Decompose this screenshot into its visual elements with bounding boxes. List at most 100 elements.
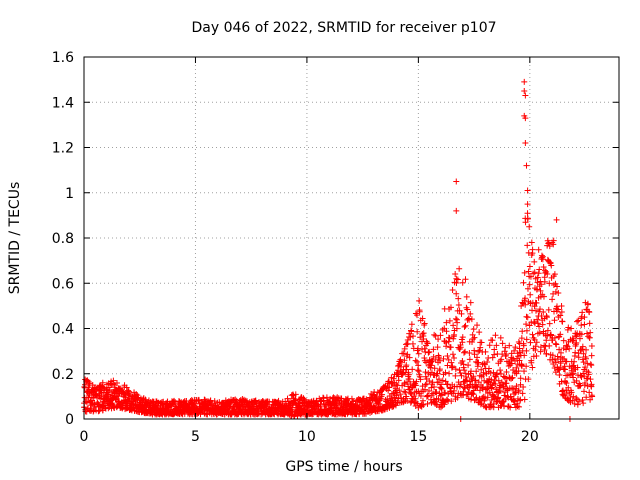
- data-point: [454, 394, 461, 401]
- data-point: [578, 373, 585, 380]
- data-point: [508, 375, 515, 382]
- data-point: [423, 380, 430, 387]
- data-point: [110, 377, 117, 384]
- data-point: [526, 263, 533, 270]
- data-point: [552, 340, 559, 347]
- data-point: [540, 293, 547, 300]
- data-point: [543, 337, 550, 344]
- data-point: [421, 320, 428, 327]
- data-point: [485, 365, 492, 372]
- data-point: [501, 402, 508, 409]
- data-point: [578, 322, 585, 329]
- data-point: [528, 359, 535, 366]
- data-point: [461, 323, 468, 330]
- data-point: [453, 325, 460, 332]
- data-point: [571, 358, 578, 365]
- data-point: [464, 306, 471, 313]
- data-point: [520, 383, 527, 390]
- data-point: [509, 374, 516, 381]
- data-point: [417, 376, 424, 383]
- y-tick-label: 0.2: [52, 367, 74, 383]
- data-point: [498, 379, 505, 386]
- data-point: [561, 363, 568, 370]
- data-point: [413, 378, 420, 385]
- data-point: [477, 401, 484, 408]
- x-tick-label: 20: [521, 429, 539, 445]
- data-point: [554, 283, 561, 290]
- data-point: [403, 366, 410, 373]
- data-point: [420, 330, 427, 337]
- data-point: [435, 376, 442, 383]
- data-point: [452, 315, 459, 322]
- data-point: [466, 384, 473, 391]
- data-point: [497, 387, 504, 394]
- data-point: [534, 320, 541, 327]
- data-point: [436, 366, 443, 373]
- data-point: [437, 392, 444, 399]
- data-point: [506, 342, 513, 349]
- data-point: [524, 242, 531, 249]
- data-point: [584, 330, 590, 337]
- data-point: [419, 315, 426, 322]
- data-point: [584, 360, 591, 367]
- data-point: [563, 380, 570, 387]
- data-point: [458, 310, 465, 317]
- data-point: [516, 357, 523, 364]
- data-point: [450, 387, 457, 394]
- data-point: [396, 387, 403, 394]
- y-tick-label: 1: [65, 186, 74, 202]
- data-point: [397, 356, 404, 363]
- data-point: [520, 342, 527, 349]
- data-point: [555, 306, 562, 313]
- data-point: [521, 352, 528, 359]
- data-point: [409, 340, 416, 347]
- data-point: [515, 387, 522, 394]
- data-point: [556, 346, 563, 353]
- data-point: [549, 356, 556, 363]
- data-point: [455, 295, 462, 302]
- data-point: [571, 400, 578, 407]
- data-point: [501, 348, 508, 355]
- data-point: [563, 358, 570, 365]
- data-point: [397, 391, 404, 398]
- data-point: [507, 393, 514, 400]
- data-point: [426, 377, 433, 384]
- data-point: [443, 328, 450, 335]
- data-point: [386, 384, 393, 391]
- data-point: [401, 345, 408, 352]
- data-point: [499, 340, 506, 347]
- data-point: [476, 347, 483, 354]
- data-point: [488, 385, 495, 392]
- data-point: [551, 334, 558, 341]
- data-point: [395, 377, 402, 384]
- data-point: [587, 361, 594, 368]
- data-point: [527, 291, 534, 298]
- data-point: [435, 396, 442, 403]
- data-point: [206, 398, 213, 405]
- data-point: [529, 364, 536, 371]
- data-point: [444, 362, 451, 369]
- data-point: [461, 367, 468, 374]
- data-point: [455, 302, 462, 309]
- data-point: [416, 297, 423, 304]
- data-point: [275, 397, 282, 404]
- data-point: [538, 281, 545, 288]
- data-point: [524, 314, 531, 321]
- data-point: [527, 339, 534, 346]
- data-point: [470, 387, 477, 394]
- data-point: [497, 367, 504, 374]
- data-point: [530, 318, 537, 325]
- data-point: [524, 210, 531, 217]
- data-point: [523, 327, 530, 334]
- data-point: [474, 322, 481, 329]
- data-point: [580, 400, 587, 407]
- data-point: [466, 350, 473, 357]
- x-tick-label: 15: [409, 429, 427, 445]
- data-point: [529, 246, 536, 253]
- chart-title: Day 046 of 2022, SRMTID for receiver p10…: [191, 20, 496, 36]
- data-point: [422, 381, 429, 388]
- data-point: [545, 306, 552, 313]
- data-point: [457, 344, 464, 351]
- data-point: [587, 376, 594, 383]
- data-point: [414, 400, 421, 407]
